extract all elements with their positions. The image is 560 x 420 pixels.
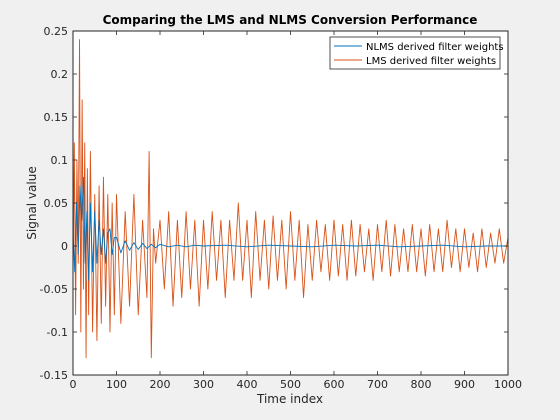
x-tick-label: 700 [367,378,388,391]
legend-label-nlms: NLMS derived filter weights [366,42,504,53]
y-tick-label: 0 [61,240,68,253]
y-tick-label: 0.15 [44,111,69,124]
y-tick-label: -0.1 [47,326,68,339]
plot-background [73,31,508,375]
legend: NLMS derived filter weights LMS derived … [329,36,504,70]
y-tick-label: 0.1 [51,154,69,167]
chart-title: Comparing the LMS and NLMS Conversion Pe… [103,13,478,27]
x-tick-label: 900 [454,378,475,391]
x-tick-label: 600 [324,378,345,391]
series-line-nlms [72,176,508,281]
y-tick-label: 0.25 [44,25,69,38]
y-axis: -0.15 -0.1 -0.05 0 0.05 0.1 0.15 0.2 0.25 [40,25,508,382]
series-layer [72,39,509,359]
legend-label-lms: LMS derived filter weights [366,56,496,67]
y-tick-label: -0.15 [40,369,68,382]
x-tick-label: 1000 [494,378,522,391]
y-tick-label: -0.05 [40,283,68,296]
y-tick-label: 0.2 [51,68,69,81]
x-tick-label: 200 [150,378,171,391]
x-tick-label: 0 [70,378,77,391]
y-axis-label: Signal value [25,166,39,239]
x-tick-label: 100 [106,378,127,391]
x-tick-label: 300 [193,378,214,391]
x-axis-label: Time index [256,392,323,406]
legend-box [329,36,501,70]
x-tick-label: 400 [237,378,258,391]
x-axis: 0 100 200 300 400 500 600 700 800 900 1000 [70,31,522,391]
y-tick-label: 0.05 [44,197,69,210]
x-tick-label: 500 [280,378,301,391]
x-tick-label: 800 [411,378,432,391]
